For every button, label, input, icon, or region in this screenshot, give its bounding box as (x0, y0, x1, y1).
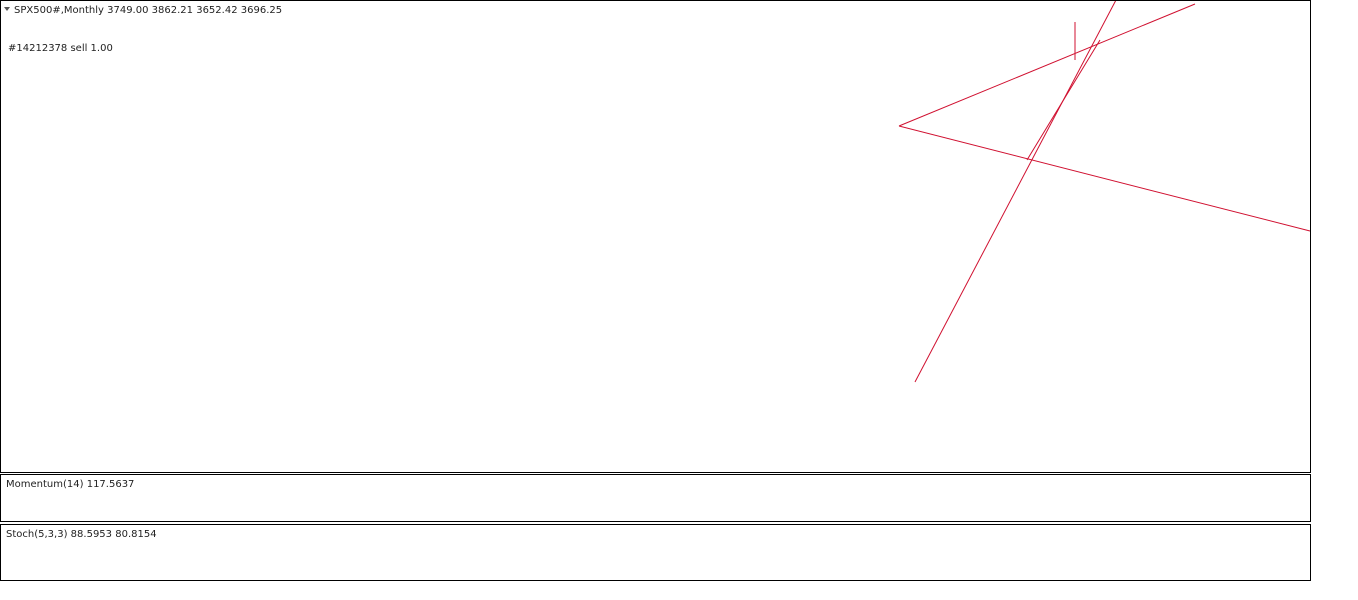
low-label: 3652.42 (196, 5, 237, 16)
trendlines (898, 0, 1311, 383)
open-label: 3749.00 (107, 5, 148, 16)
high-label: 3862.21 (152, 5, 193, 16)
stoch-title: Stoch(5,3,3) (6, 529, 68, 540)
trendline (898, 3, 1196, 127)
stoch-panel-border (0, 524, 1311, 581)
order-label: #14212378 sell 1.00 (8, 43, 113, 54)
stoch-header: Stoch(5,3,3) 88.5953 80.8154 (6, 529, 157, 540)
momentum-title: Momentum(14) (6, 479, 84, 490)
trendline (1026, 39, 1101, 161)
close-label: 3696.25 (241, 5, 282, 16)
menu-icon[interactable] (4, 7, 10, 11)
symbol: SPX500#,Monthly (14, 5, 104, 16)
momentum-header: Momentum(14) 117.5637 (6, 479, 134, 490)
stoch-main-last: 88.5953 (71, 529, 112, 540)
trendline (898, 125, 1311, 232)
momentum-panel-border (0, 474, 1311, 522)
chart-header: SPX500#,Monthly 3749.00 3862.21 3652.42 … (14, 5, 282, 16)
price-panel-border (0, 0, 1311, 473)
stoch-signal-last: 80.8154 (115, 529, 156, 540)
trendline (914, 0, 1117, 383)
momentum-last: 117.5637 (87, 479, 135, 490)
